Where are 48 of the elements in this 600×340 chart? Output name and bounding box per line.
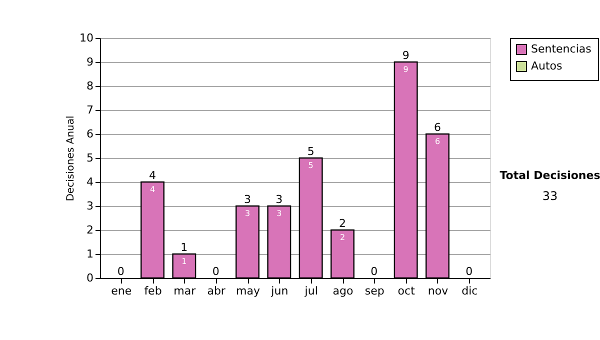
total-label: 0 — [466, 265, 473, 278]
x-tick-label: mar — [174, 284, 196, 298]
y-tick-label: 6 — [86, 128, 94, 140]
x-tick-label: abr — [207, 284, 226, 298]
total-label: 5 — [307, 145, 314, 158]
x-tick-label: dic — [462, 284, 478, 298]
total-label: 0 — [212, 265, 220, 278]
y-tick-label: 9 — [86, 56, 94, 68]
total-label: 4 — [149, 169, 156, 182]
x-tick-label: jun — [270, 284, 288, 298]
text: Total Decisiones — [500, 169, 600, 182]
y-tick-label: 7 — [86, 104, 94, 116]
data-label: 9 — [403, 65, 408, 74]
y-tick-label: 10 — [80, 32, 94, 44]
total-label: 0 — [117, 265, 124, 278]
data-label: 6 — [434, 137, 440, 146]
legend-label: Sentencias — [531, 42, 592, 56]
y-tick-label: 3 — [86, 200, 94, 212]
x-tick-label: nov — [428, 284, 449, 298]
total-label: 3 — [244, 193, 251, 206]
data-label: 4 — [150, 185, 156, 194]
total-label: 6 — [434, 121, 441, 134]
data-label: 5 — [308, 161, 314, 170]
x-tick-label: oct — [398, 284, 416, 298]
y-tick-label: 1 — [86, 248, 94, 260]
x-tick-label: jul — [304, 284, 318, 298]
x-tick-label: ago — [332, 284, 354, 298]
y-tick-label: 5 — [86, 152, 94, 164]
text: 33 — [542, 189, 558, 203]
x-tick-label: feb — [144, 284, 162, 298]
data-label: 2 — [340, 233, 346, 242]
total-label: 3 — [276, 193, 283, 206]
y-tick-label: 2 — [86, 224, 94, 236]
x-tick-label: may — [236, 284, 260, 298]
total-label: 2 — [339, 217, 346, 230]
total-label: 0 — [370, 265, 378, 278]
legend-label: Autos — [531, 60, 563, 72]
y-axis-title: Decisiones Anual — [66, 116, 77, 202]
data-label: 1 — [182, 257, 187, 266]
y-tick-label: 8 — [86, 80, 94, 92]
data-label: 3 — [244, 209, 250, 218]
y-tick-label: 0 — [86, 272, 94, 284]
total-label: 1 — [180, 241, 188, 254]
total-label: 9 — [402, 49, 410, 62]
data-label: 3 — [276, 209, 282, 218]
y-tick-label: 4 — [86, 176, 94, 188]
x-tick-label: ene — [111, 284, 132, 298]
x-tick-label: sep — [364, 284, 384, 298]
